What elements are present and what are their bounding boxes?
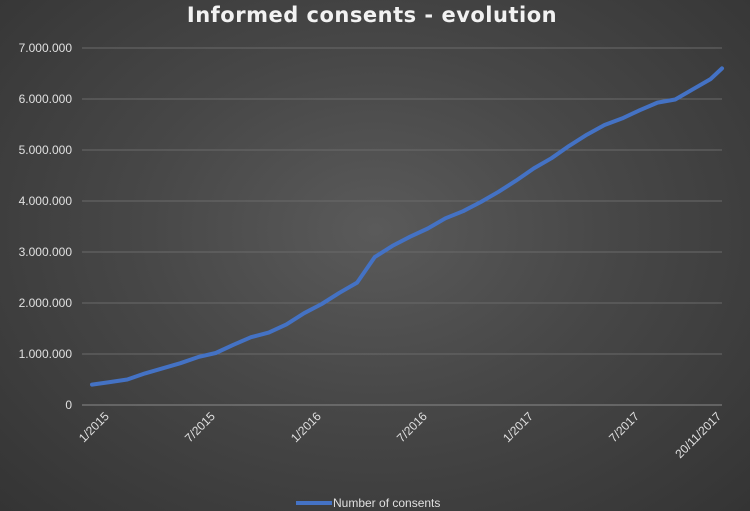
x-tick-label: 7/2017: [606, 409, 642, 445]
x-tick-label: 1/2017: [500, 409, 536, 445]
series-group: [90, 66, 724, 387]
legend: Number of consents: [296, 496, 440, 510]
y-axis-ticks: 0 1.000.000 2.000.000 3.000.000 4.000.000 5.0…: [19, 41, 73, 412]
x-tick-label: 1/2015: [76, 409, 112, 445]
y-tick-label: 6.000.000: [19, 92, 73, 106]
chart-title: Informed consents - evolution: [187, 3, 557, 27]
y-tick-label: 7.000.000: [19, 41, 73, 55]
legend-label: Number of consents: [333, 496, 440, 510]
y-tick-label: 0: [65, 398, 72, 412]
x-axis-ticks: 1/2015 7/2015 1/2016 7/2016 1/2017 7/2017 20/1…: [76, 409, 724, 461]
y-tick-label: 1.000.000: [19, 347, 73, 361]
y-tick-label: 2.000.000: [19, 296, 73, 310]
series-line-number-of-consents: [90, 66, 724, 387]
x-tick-label: 7/2016: [394, 409, 430, 445]
x-tick-label: 20/11/2017: [672, 409, 724, 461]
y-tick-label: 4.000.000: [19, 194, 73, 208]
y-tick-label: 3.000.000: [19, 245, 73, 259]
gridlines: [82, 47, 722, 406]
x-tick-label: 1/2016: [288, 409, 324, 445]
y-tick-label: 5.000.000: [19, 143, 73, 157]
x-tick-label: 7/2015: [182, 409, 218, 445]
